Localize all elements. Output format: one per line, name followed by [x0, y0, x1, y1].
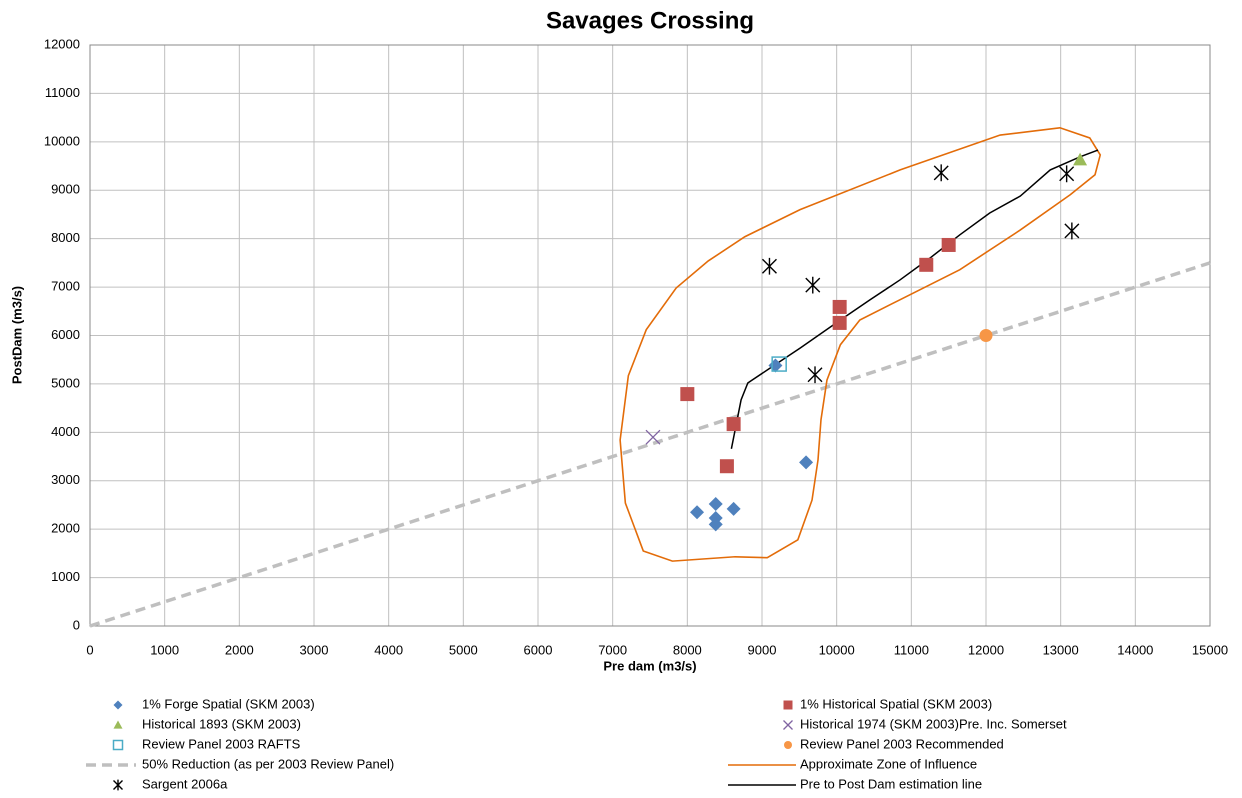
legend-marker [784, 741, 792, 749]
data-point [1073, 152, 1088, 166]
legend-label: 50% Reduction (as per 2003 Review Panel) [142, 756, 394, 771]
y-tick-label: 4000 [51, 424, 80, 439]
x-tick-label: 1000 [150, 642, 179, 657]
y-tick-label: 10000 [44, 133, 80, 148]
series-line [619, 126, 1102, 562]
legend-label: Pre to Post Dam estimation line [800, 776, 982, 791]
y-tick-label: 2000 [51, 521, 80, 536]
y-tick-label: 0 [73, 617, 80, 632]
y-tick-label: 12000 [44, 36, 80, 51]
legend-label: 1% Historical Spatial (SKM 2003) [800, 696, 992, 711]
data-point [645, 429, 661, 445]
chart-title: Savages Crossing [546, 7, 754, 34]
data-point [805, 276, 821, 294]
data-point [680, 387, 695, 402]
series-line [730, 149, 1099, 449]
x-tick-label: 10000 [819, 642, 855, 657]
x-tick-label: 9000 [748, 642, 777, 657]
legend-label: Historical 1974 (SKM 2003)Pre. Inc. Some… [800, 716, 1067, 731]
y-tick-label: 7000 [51, 279, 80, 294]
data-point [726, 501, 741, 516]
data-point [919, 257, 934, 272]
data-point [719, 459, 734, 474]
legend-marker [113, 700, 123, 710]
x-tick-label: 7000 [598, 642, 627, 657]
data-point [771, 356, 787, 372]
data-point [708, 496, 723, 511]
x-tick-label: 5000 [449, 642, 478, 657]
data-point [1064, 222, 1080, 240]
data-point [799, 455, 814, 470]
x-tick-label: 11000 [894, 642, 929, 657]
x-tick-label: 0 [86, 642, 93, 657]
data-point [1059, 165, 1075, 183]
data-point [761, 257, 777, 275]
legend-marker [113, 779, 123, 791]
series-line [89, 261, 1211, 628]
data-point [690, 505, 705, 520]
y-tick-label: 9000 [51, 182, 80, 197]
data-point [941, 237, 956, 252]
plot-frame [89, 44, 1211, 627]
y-tick-label: 8000 [51, 230, 80, 245]
legend-label: Approximate Zone of Influence [800, 756, 977, 771]
y-tick-label: 1000 [51, 569, 80, 584]
y-tick-label: 5000 [51, 375, 80, 390]
legend-label: Historical 1893 (SKM 2003) [142, 716, 301, 731]
x-tick-label: 3000 [300, 642, 329, 657]
legend-marker [112, 739, 124, 751]
x-tick-label: 14000 [1117, 642, 1153, 657]
legend-label: 1% Forge Spatial (SKM 2003) [142, 696, 315, 711]
legend-marker [783, 700, 793, 710]
data-point [933, 164, 949, 182]
data-point [726, 417, 741, 432]
y-tick-label: 6000 [51, 327, 80, 342]
legend-marker [783, 720, 793, 730]
x-tick-label: 2000 [225, 642, 254, 657]
x-tick-label: 15000 [1192, 642, 1228, 657]
x-tick-label: 12000 [968, 642, 1004, 657]
legend-label: Sargent 2006a [142, 776, 228, 791]
data-point [807, 366, 823, 384]
y-tick-label: 3000 [51, 472, 80, 487]
legend-label: Review Panel 2003 Recommended [800, 736, 1004, 751]
x-tick-label: 6000 [524, 642, 553, 657]
y-tick-label: 11000 [45, 85, 80, 100]
y-axis-label: PostDam (m3/s) [9, 286, 24, 384]
data-point [979, 329, 993, 342]
data-point [832, 315, 847, 330]
data-point [832, 299, 847, 314]
x-axis-label: Pre dam (m3/s) [603, 658, 696, 673]
data-point [708, 517, 723, 532]
x-tick-label: 8000 [673, 642, 702, 657]
x-tick-label: 13000 [1043, 642, 1079, 657]
x-tick-label: 4000 [374, 642, 403, 657]
legend-label: Review Panel 2003 RAFTS [142, 736, 301, 751]
legend-marker [113, 720, 123, 729]
